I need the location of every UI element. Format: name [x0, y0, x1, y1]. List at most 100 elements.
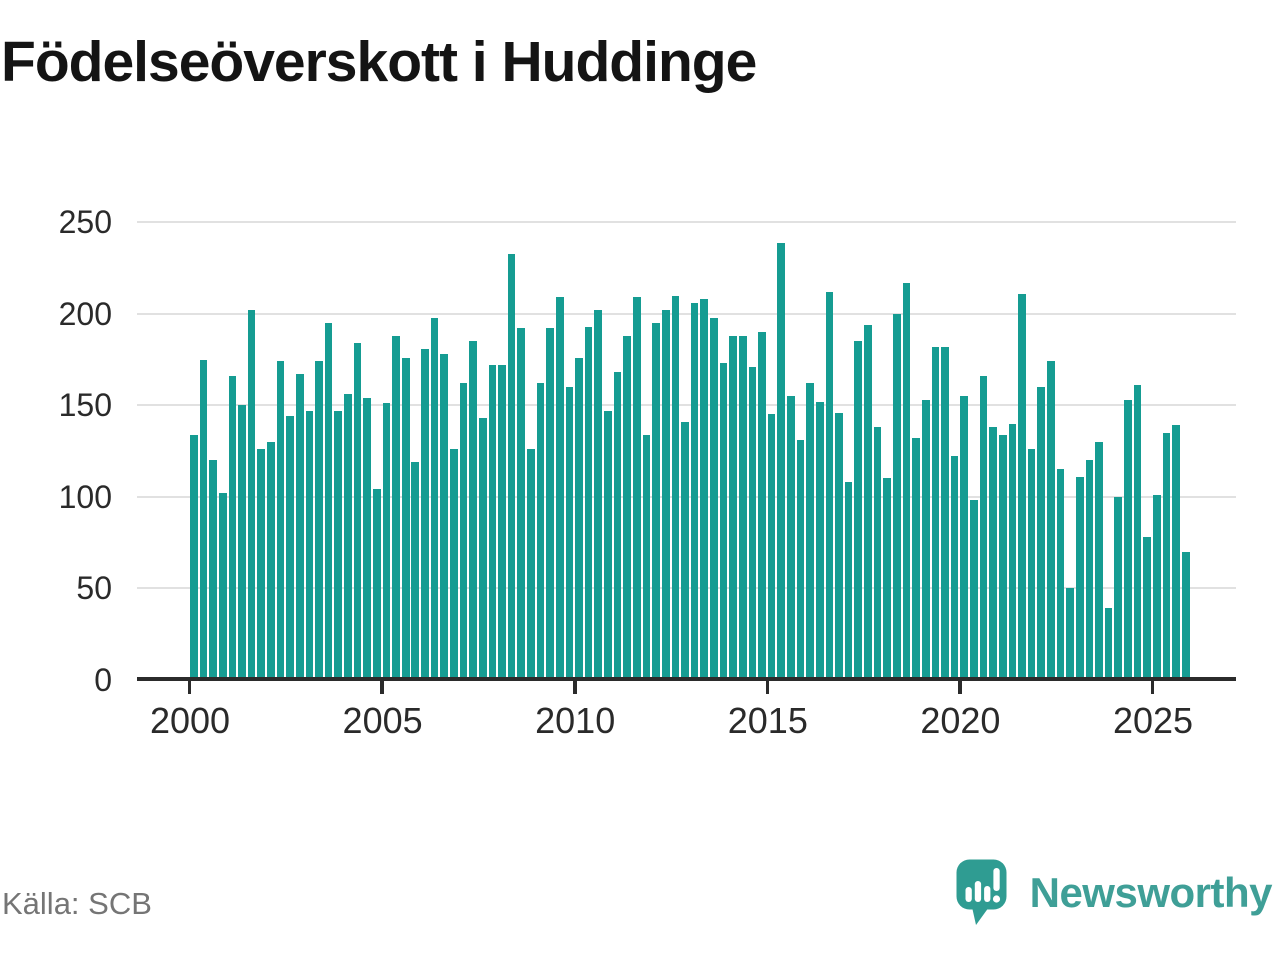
gridline-250: [137, 221, 1236, 224]
bar-2021-q3: [1018, 293, 1026, 681]
x-tick-label-2005: 2005: [342, 700, 423, 741]
y-tick-label-250: 250: [58, 204, 112, 241]
bar-2002-q4: [295, 374, 304, 681]
bar-2021-q1: [998, 434, 1007, 681]
bar-2013-q2: [700, 299, 709, 681]
bar-2012-q4: [681, 421, 689, 681]
bar-2013-q3: [710, 317, 718, 681]
bar-2010-q1: [575, 357, 583, 681]
bar-2025-q3: [1172, 425, 1180, 681]
bar-2019-q3: [941, 346, 949, 681]
bar-2023-q1: [1075, 476, 1084, 681]
bar-2006-q2: [430, 317, 439, 681]
bar-2019-q1: [921, 399, 930, 681]
bar-2002-q2: [276, 361, 285, 681]
bar-2004-q3: [363, 397, 371, 681]
bar-2025-q2: [1162, 432, 1171, 681]
bar-2015-q1: [767, 414, 776, 681]
bar-2009-q1: [536, 383, 545, 681]
y-tick-label-100: 100: [58, 478, 112, 515]
bar-2011-q3: [632, 297, 641, 681]
x-tick-label-2000: 2000: [149, 700, 231, 741]
bar-2000-q3: [209, 460, 217, 681]
bar-2025-q1: [1153, 494, 1161, 681]
bar-2017-q3: [864, 324, 872, 681]
bar-2015-q4: [796, 440, 805, 681]
x-tick-2020: [958, 681, 962, 694]
x-tick-label-2020: 2020: [920, 700, 1001, 741]
x-tick-2010: [573, 681, 577, 694]
y-tick-label-50: 50: [76, 570, 112, 607]
bar-2019-q2: [931, 346, 940, 681]
x-tick-2025: [1150, 681, 1155, 694]
bar-2009-q2: [546, 328, 554, 681]
bar-2009-q3: [555, 297, 564, 681]
bar-2004-q1: [344, 394, 352, 681]
bar-2017-q1: [844, 482, 853, 681]
x-axis-line: [137, 677, 1236, 681]
bar-2014-q1: [729, 335, 737, 681]
bar-2015-q2: [777, 242, 786, 681]
bar-2022-q2: [1047, 361, 1055, 681]
bar-2002-q3: [286, 416, 294, 681]
bar-2014-q4: [758, 332, 766, 681]
y-tick-label-0: 0: [94, 661, 112, 698]
bar-2021-q4: [1027, 449, 1036, 681]
bar-2008-q1: [498, 365, 506, 681]
bar-2018-q2: [892, 313, 901, 681]
bar-2021-q2: [1008, 423, 1017, 681]
bar-2016-q3: [825, 291, 834, 681]
bar-2016-q1: [806, 383, 814, 681]
bar-2015-q3: [787, 396, 795, 681]
bar-2011-q4: [642, 434, 651, 681]
bar-2006-q3: [440, 354, 449, 681]
newsworthy-logo-text: Newsworthy: [1029, 869, 1273, 916]
bar-2023-q3: [1095, 441, 1103, 681]
newsworthy-logo-icon: [956, 859, 1007, 925]
bar-2018-q4: [912, 438, 920, 681]
gridline-150: [137, 404, 1236, 407]
bar-2014-q3: [748, 366, 757, 681]
bar-2020-q3: [979, 376, 988, 681]
bar-2016-q2: [815, 401, 824, 681]
bar-2003-q3: [324, 322, 333, 681]
y-tick-label-200: 200: [58, 295, 112, 332]
bar-2004-q4: [372, 489, 381, 681]
bar-2005-q2: [392, 335, 400, 681]
bar-2012-q1: [652, 322, 660, 681]
bar-2010-q2: [584, 326, 593, 681]
bar-2023-q2: [1085, 460, 1094, 681]
bar-2014-q2: [738, 335, 747, 681]
bar-2001-q4: [257, 449, 266, 681]
bar-2023-q4: [1104, 608, 1113, 681]
bar-2003-q1: [305, 410, 314, 681]
newsworthy-brand-link[interactable]: Newsworthy: [956, 859, 1273, 927]
bar-2022-q4: [1066, 588, 1074, 681]
bar-2006-q4: [450, 449, 458, 681]
bar-2007-q1: [459, 383, 468, 681]
chart-title: Födelseöverskott i Huddinge: [1, 30, 757, 94]
bar-2017-q4: [873, 427, 882, 681]
bar-2007-q4: [488, 365, 497, 681]
gridline-200: [137, 312, 1236, 315]
bar-2008-q4: [527, 449, 535, 681]
bar-2000-q2: [199, 359, 208, 681]
bar-2000-q1: [190, 434, 198, 681]
y-tick-label-150: 150: [58, 387, 112, 424]
bar-2001-q1: [228, 376, 237, 681]
bar-2020-q1: [960, 396, 969, 681]
bar-2024-q2: [1124, 399, 1132, 681]
bar-2010-q4: [604, 410, 612, 681]
x-tick-label-2015: 2015: [727, 700, 808, 741]
x-tick-label-2025: 2025: [1112, 700, 1194, 741]
bar-2016-q4: [835, 412, 843, 681]
source-note: Källa: SCB: [2, 886, 152, 921]
bar-2020-q4: [989, 427, 997, 681]
bar-2010-q3: [594, 310, 603, 681]
bar-2011-q2: [623, 335, 631, 681]
bar-2018-q1: [883, 478, 891, 681]
x-tick-2005: [380, 681, 384, 694]
bar-2022-q3: [1056, 469, 1065, 681]
bar-2002-q1: [267, 441, 275, 681]
